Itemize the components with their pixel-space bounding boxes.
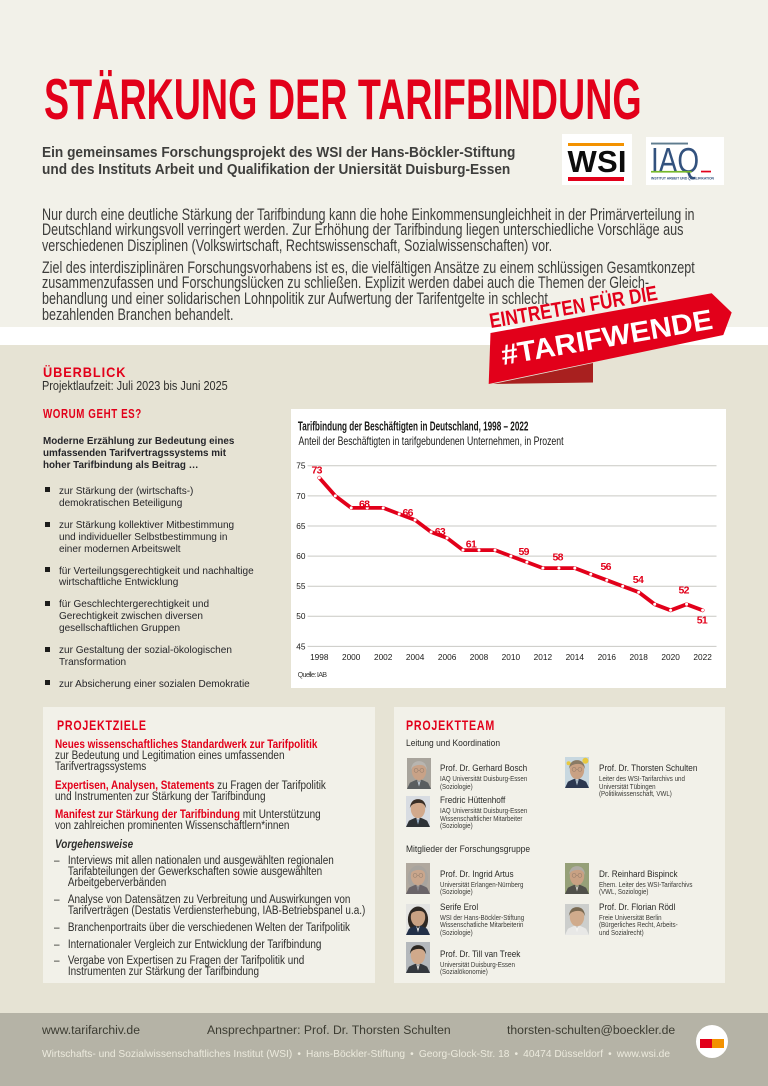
svg-text:52: 52: [679, 584, 690, 596]
svg-text:73: 73: [312, 465, 323, 477]
svg-text:1998: 1998: [310, 652, 329, 662]
svg-text:61: 61: [466, 539, 477, 551]
svg-text:63: 63: [435, 526, 446, 538]
svg-text:54: 54: [633, 574, 644, 586]
svg-text:Anteil der Beschäftigten in ta: Anteil der Beschäftigten in tarifgebunde…: [299, 434, 564, 448]
svg-text:2010: 2010: [502, 652, 521, 662]
svg-text:2008: 2008: [470, 652, 489, 662]
svg-text:IAQ: IAQ: [651, 140, 699, 180]
svg-text:2004: 2004: [406, 652, 425, 662]
svg-text:2002: 2002: [374, 652, 393, 662]
svg-text:2000: 2000: [342, 652, 361, 662]
svg-text:2012: 2012: [534, 652, 553, 662]
svg-text:59: 59: [519, 546, 530, 558]
svg-text:75: 75: [296, 461, 306, 471]
svg-text:2018: 2018: [629, 652, 648, 662]
svg-text:2016: 2016: [598, 652, 617, 662]
svg-text:56: 56: [601, 561, 612, 573]
svg-text:Quelle: IAB: Quelle: IAB: [298, 670, 328, 679]
svg-text:51: 51: [697, 614, 708, 626]
svg-text:Tarifbindung der Beschäftigten: Tarifbindung der Beschäftigten in Deutsc…: [298, 418, 529, 433]
svg-text:2014: 2014: [566, 652, 585, 662]
svg-text:2020: 2020: [661, 652, 680, 662]
svg-text:58: 58: [553, 552, 564, 564]
svg-text:66: 66: [403, 507, 414, 519]
svg-text:45: 45: [296, 641, 306, 651]
svg-text:2006: 2006: [438, 652, 457, 662]
svg-text:50: 50: [296, 611, 306, 621]
svg-text:70: 70: [296, 491, 306, 501]
svg-text:60: 60: [296, 551, 306, 561]
svg-text:55: 55: [296, 581, 306, 591]
svg-text:INSTITUT ARBEIT UND QUALIFIKAT: INSTITUT ARBEIT UND QUALIFIKATION: [651, 177, 715, 181]
svg-text:65: 65: [296, 521, 306, 531]
svg-text:68: 68: [359, 498, 370, 510]
svg-text:2022: 2022: [693, 652, 712, 662]
